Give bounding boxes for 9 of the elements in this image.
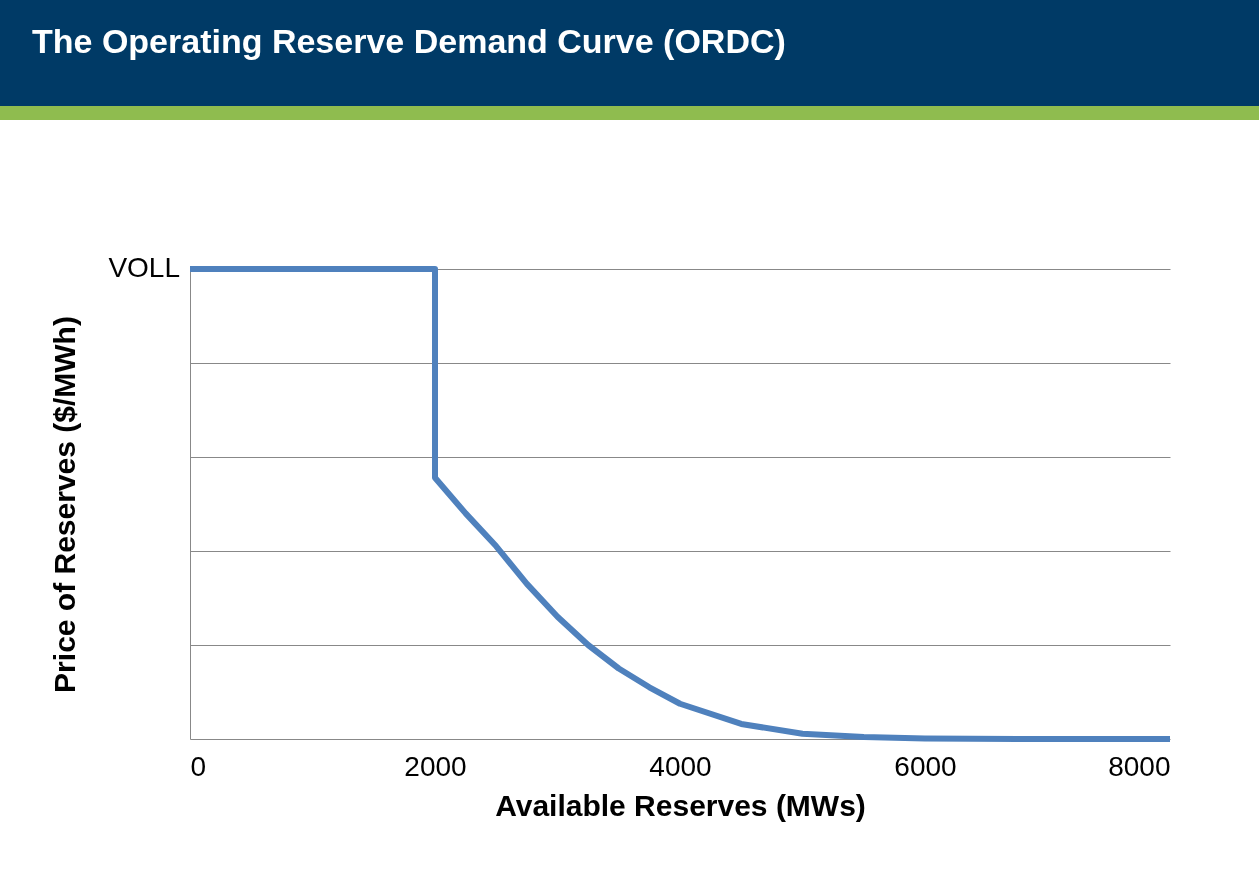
x-tick-label: 6000 [894, 750, 957, 782]
x-tick-label: 4000 [649, 750, 712, 782]
y-axis-title: Price of Reserves ($/MWh) [47, 316, 81, 693]
chart-title: The Operating Reserve Demand Curve (ORDC) [0, 0, 1259, 120]
x-axis-title: Available Reserves (MWs) [495, 788, 866, 822]
x-tick-label: 0 [190, 750, 207, 782]
annotation: VOLL [108, 252, 180, 283]
x-tick-label: 8000 [1108, 750, 1171, 782]
x-tick-label: 2000 [404, 750, 467, 782]
